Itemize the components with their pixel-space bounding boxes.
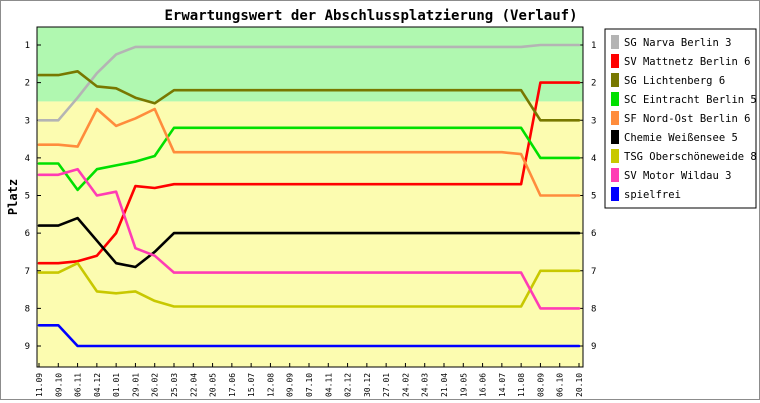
x-tick-label: 04.12 [93, 373, 102, 397]
y-axis-label: Platz [6, 179, 20, 215]
legend-label: SG Narva Berlin 3 [624, 37, 731, 49]
y-tick-label-right: 6 [591, 229, 596, 239]
series-line-3 [37, 70, 581, 122]
legend-swatch [611, 54, 619, 68]
x-tick-label: 04.11 [324, 373, 333, 397]
x-tick-label: 26.02 [151, 373, 160, 397]
legend-label: spielfrei [624, 189, 681, 201]
y-tick-label-left: 4 [25, 154, 30, 164]
legend-label: Chemie Weißensee 5 [624, 132, 738, 144]
y-tick-label-right: 8 [591, 304, 596, 314]
legend-label: SG Lichtenberg 6 [624, 75, 725, 87]
legend-swatch [611, 35, 619, 49]
x-tick-label: 25.03 [170, 373, 179, 397]
legend-swatch [611, 187, 619, 201]
x-tick-label: 29.01 [131, 373, 140, 397]
legend-label: SV Mattnetz Berlin 6 [624, 56, 750, 68]
y-tick-label-right: 5 [591, 192, 596, 202]
x-tick-label: 11.08 [517, 373, 526, 397]
legend-swatch [611, 111, 619, 125]
x-tick-label: 09.10 [54, 373, 63, 397]
x-tick-label: 07.10 [305, 373, 314, 397]
legend-box [604, 28, 757, 209]
legend-swatch [611, 149, 619, 163]
legend-swatch [611, 92, 619, 106]
legend-label: SF Nord-Ost Berlin 6 [624, 113, 750, 125]
y-tick-label-right: 4 [591, 154, 596, 164]
x-tick-label: 01.01 [112, 373, 121, 397]
y-tick-label-left: 9 [25, 342, 30, 352]
y-tick-label-left: 7 [25, 267, 30, 277]
y-tick-label-left: 6 [25, 229, 30, 239]
series-line-9 [37, 323, 581, 348]
series-line-7 [37, 261, 581, 308]
y-tick-label-right: 3 [591, 116, 596, 126]
chart-title: Erwartungswert der Abschlussplatzierung … [164, 8, 577, 24]
x-tick-label: 20.05 [209, 373, 218, 397]
plot-border [36, 26, 584, 368]
x-tick-label: 17.06 [228, 373, 237, 397]
x-tick-label: 08.09 [536, 373, 545, 397]
legend-swatch [611, 168, 619, 182]
legend-label: SV Motor Wildau 3 [624, 170, 731, 182]
x-tick-label: 30.12 [363, 373, 372, 397]
x-tick-label: 14.07 [498, 373, 507, 397]
x-tick-label: 06.10 [556, 373, 565, 397]
legend-label: SC Eintracht Berlin 5 [624, 94, 757, 106]
x-tick-label: 21.04 [440, 373, 449, 397]
legend-label: TSG Oberschöneweide 8 [624, 151, 757, 163]
x-tick-label: 27.01 [382, 373, 391, 397]
y-tick-label-right: 2 [591, 79, 596, 89]
x-tick-label: 09.09 [286, 373, 295, 397]
series-line-5 [37, 107, 581, 197]
x-tick-label: 11.09 [35, 373, 44, 397]
series-line-6 [37, 216, 581, 269]
x-tick-label: 22.04 [189, 373, 198, 397]
series-line-8 [37, 167, 581, 310]
x-tick-label: 06.11 [74, 373, 83, 397]
x-tick-label: 12.08 [266, 373, 275, 397]
x-tick-label: 20.10 [575, 373, 584, 397]
series-line-1 [37, 43, 581, 122]
x-tick-label: 24.03 [421, 373, 430, 397]
y-tick-label-left: 2 [25, 79, 30, 89]
legend-swatch [611, 73, 619, 87]
x-tick-label: 02.12 [344, 373, 353, 397]
y-tick-label-right: 7 [591, 267, 596, 277]
y-tick-label-right: 1 [591, 41, 596, 51]
series-line-2 [37, 81, 581, 265]
y-tick-label-left: 5 [25, 192, 30, 202]
x-tick-label: 19.05 [459, 373, 468, 397]
y-tick-label-right: 9 [591, 342, 596, 352]
y-tick-label-left: 3 [25, 116, 30, 126]
x-tick-label: 16.06 [479, 373, 488, 397]
legend-swatch [611, 130, 619, 144]
x-tick-label: 24.02 [401, 373, 410, 397]
x-tick-label: 15.07 [247, 373, 256, 397]
y-tick-label-left: 1 [25, 41, 30, 51]
y-tick-label-left: 8 [25, 304, 30, 314]
series-line-4 [37, 126, 581, 192]
